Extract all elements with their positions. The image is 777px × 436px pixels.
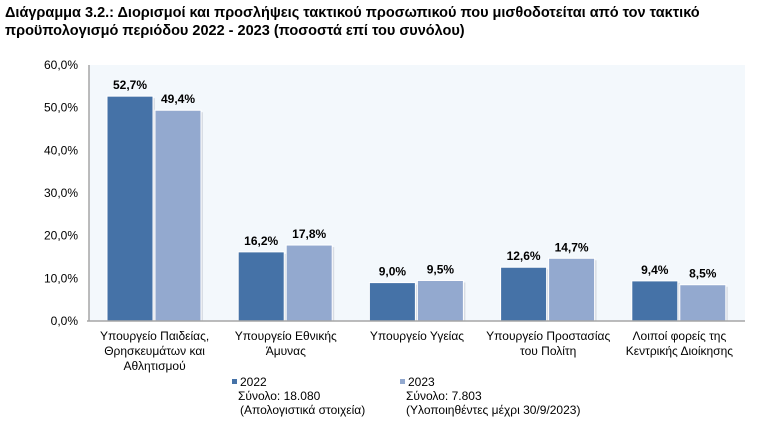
bar-2022: [237, 251, 285, 322]
bar-2022: [500, 266, 548, 322]
bar-2022: [631, 280, 679, 322]
bar-2023: [416, 279, 464, 322]
x-category-label: Υπουργείο Παιδείας,: [100, 329, 209, 343]
x-category-label: Άμυνας: [266, 344, 306, 358]
data-label: 49,4%: [161, 92, 195, 106]
legend-swatch-2022: [232, 379, 237, 384]
x-category-label: Λοιποί φορείς της: [633, 329, 727, 343]
y-tick-label: 10,0%: [44, 271, 78, 285]
data-label: 16,2%: [244, 234, 278, 248]
data-label: 52,7%: [113, 78, 147, 92]
x-category-label: Κεντρικής Διοίκησης: [626, 344, 733, 358]
data-label: 9,5%: [427, 262, 455, 276]
legend-note: (Υλοποιηθέντες μέχρι 30/9/2023): [406, 403, 580, 417]
legend-label: 2023: [408, 375, 435, 389]
data-label: 12,6%: [507, 249, 541, 263]
y-tick-label: 50,0%: [44, 101, 78, 115]
legend-swatch-2023: [400, 379, 405, 384]
bar-2023: [679, 284, 727, 322]
y-tick-label: 0,0%: [51, 314, 79, 328]
x-category-label: Αθλητισμού: [124, 359, 186, 373]
bar-2022: [368, 282, 416, 322]
y-tick-label: 40,0%: [44, 143, 78, 157]
data-label: 8,5%: [689, 267, 717, 281]
data-label: 14,7%: [555, 240, 589, 254]
data-label: 9,4%: [641, 263, 669, 277]
data-label: 9,0%: [379, 265, 407, 279]
chart-title: Διάγραμμα 3.2.: Διορισμοί και προσλήψεις…: [5, 5, 700, 39]
data-label: 17,8%: [292, 227, 326, 241]
x-category-label: του Πολίτη: [520, 344, 576, 358]
y-tick-label: 20,0%: [44, 229, 78, 243]
y-tick-label: 60,0%: [44, 58, 78, 72]
x-category-label: Θρησκευμάτων και: [104, 344, 205, 358]
legend-note: Σύνολο: 18.080: [238, 389, 321, 403]
bar-2023: [548, 257, 596, 322]
legend-note: (Απολογιστικά στοιχεία): [240, 403, 365, 417]
x-category-label: Υπουργείο Υγείας: [370, 329, 464, 343]
x-category-label: Υπουργείο Προστασίας: [486, 329, 610, 343]
x-category-label: Υπουργείο Εθνικής: [235, 329, 337, 343]
legend-note: Σύνολο: 7.803: [406, 389, 482, 403]
legend-label: 2022: [240, 375, 267, 389]
bar-2023: [285, 244, 333, 322]
bar-2022: [106, 95, 154, 322]
y-tick-label: 30,0%: [44, 186, 78, 200]
bar-2023: [154, 109, 202, 322]
